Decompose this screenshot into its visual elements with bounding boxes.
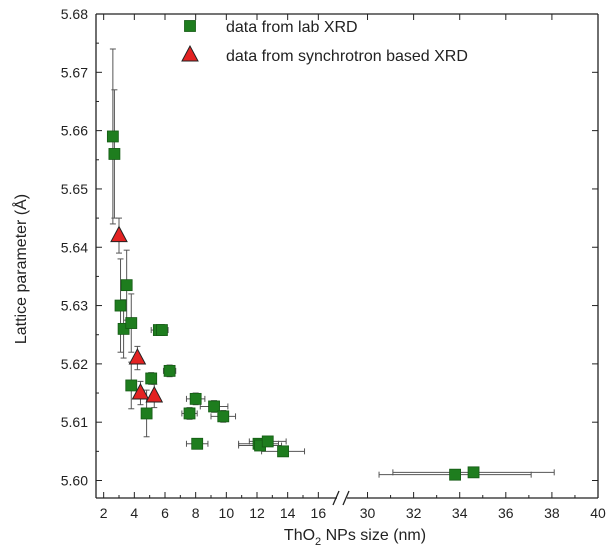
synchrotron-xrd-point <box>110 225 128 243</box>
synchrotron-xrd-point <box>128 347 147 365</box>
y-tick-label: 5.61 <box>61 414 88 430</box>
y-tick-label: 5.62 <box>61 356 88 372</box>
lab-xrd-point <box>114 299 127 312</box>
y-tick-label: 5.64 <box>61 239 88 255</box>
legend-square-marker <box>184 20 196 32</box>
y-tick-label: 5.66 <box>61 123 88 139</box>
lab-xrd-point <box>120 279 133 292</box>
error-bars <box>109 48 555 478</box>
lab-xrd-point <box>189 392 202 405</box>
lab-xrd-point <box>145 372 158 385</box>
x-tick-label: 30 <box>360 505 376 521</box>
legend-label: data from lab XRD <box>226 19 358 36</box>
x-tick-label: 4 <box>130 505 138 521</box>
x-tick-label: 14 <box>280 505 296 521</box>
x-tick-label: 34 <box>452 505 468 521</box>
axis-break-mark <box>342 490 350 506</box>
lab-xrd-point <box>261 435 274 448</box>
lab-xrd-point <box>125 317 138 329</box>
x-axis-title: ThO2 NPs size (nm) <box>284 527 426 548</box>
lab-xrd-point <box>140 407 153 420</box>
x-tick-label: 16 <box>311 505 327 521</box>
lab-xrd-point <box>208 400 220 413</box>
lab-xrd-point <box>183 407 196 420</box>
data-points <box>106 130 480 481</box>
x-tick-label: 32 <box>406 505 422 521</box>
y-tick-label: 5.68 <box>61 6 88 22</box>
tick-marks: 5.60 5.61 5.62 5.63 5.64 5.65 5.66 5.67 5.68 2 4 6 8… <box>61 6 606 521</box>
x-tick-label: 40 <box>590 505 606 521</box>
y-tick-label: 5.63 <box>61 298 88 314</box>
legend-label: data from synchrotron based XRD <box>226 48 468 65</box>
y-tick-label: 5.65 <box>61 181 88 197</box>
synchrotron-xrd-point <box>145 385 164 403</box>
y-tick-label: 5.60 <box>61 473 88 489</box>
x-tick-label: 8 <box>192 505 200 521</box>
legend-triangle-marker <box>181 44 199 62</box>
synchrotron-xrd-point <box>131 382 150 400</box>
lab-xrd-point <box>449 468 462 481</box>
lab-xrd-point <box>163 364 176 377</box>
y-tick-label: 5.67 <box>61 64 88 80</box>
x-tick-label: 6 <box>161 505 169 521</box>
x-tick-label: 12 <box>249 505 265 521</box>
lab-xrd-point <box>191 437 204 450</box>
lab-xrd-point <box>108 148 121 160</box>
lab-xrd-point <box>125 379 138 392</box>
lab-xrd-point <box>217 410 230 423</box>
lab-xrd-point <box>156 324 168 336</box>
lab-xrd-point <box>106 130 119 143</box>
x-tick-label: 2 <box>100 505 108 521</box>
axis-break-mark <box>332 490 340 506</box>
lab-xrd-point <box>467 466 480 479</box>
lab-xrd-point <box>277 445 289 458</box>
legend: data from lab XRD data from synchrotron b… <box>181 19 468 65</box>
axes <box>95 13 599 506</box>
x-tick-label: 10 <box>219 505 235 521</box>
x-tick-label: 38 <box>544 505 560 521</box>
y-axis-title: Lattice parameter (Å) <box>11 194 30 344</box>
x-tick-label: 36 <box>498 505 514 521</box>
